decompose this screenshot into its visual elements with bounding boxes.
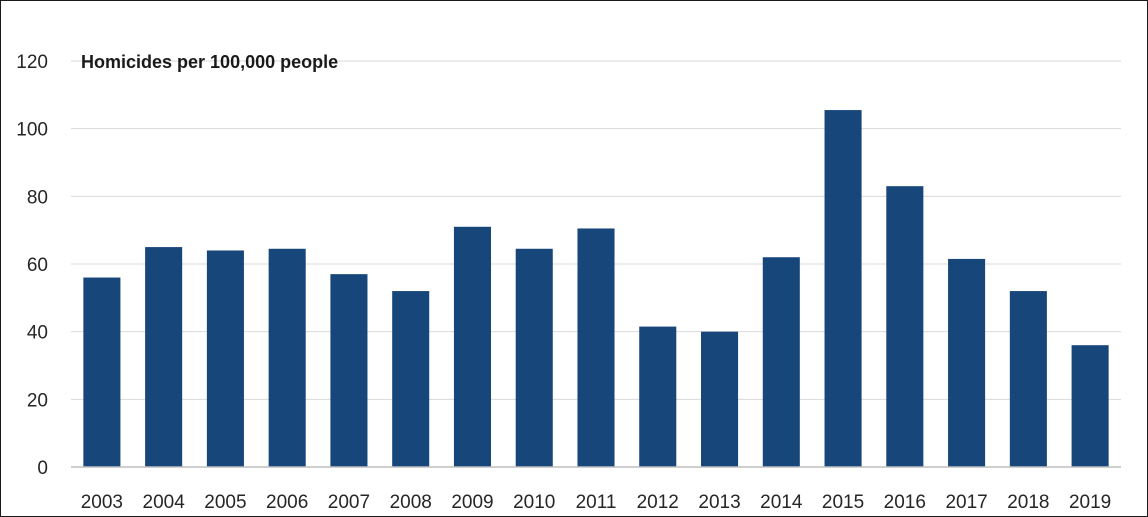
bar-2004: [145, 247, 183, 467]
x-tick-label: 2014: [760, 492, 803, 513]
chart-title: Homicides per 100,000 people: [81, 52, 338, 72]
bar-2011: [577, 228, 615, 467]
bar-2015: [824, 110, 862, 467]
x-tick-label: 2018: [1007, 492, 1049, 513]
x-tick-label: 2019: [1069, 492, 1111, 513]
bar-2005: [206, 250, 244, 467]
bar-2006: [268, 248, 306, 467]
bar-2018: [1009, 291, 1047, 467]
x-tick-label: 2006: [266, 492, 308, 513]
bar-2013: [701, 331, 739, 467]
y-tick-label: 20: [27, 390, 48, 411]
x-tick-label: 2004: [143, 492, 186, 513]
x-tick-label: 2011: [576, 492, 617, 513]
y-tick-label: 40: [27, 323, 48, 344]
y-tick-label: 0: [37, 458, 48, 479]
x-tick-label: 2007: [328, 492, 370, 513]
x-tick-label: 2008: [390, 492, 432, 513]
x-tick-label: 2013: [698, 492, 740, 513]
y-tick-label: 80: [27, 187, 48, 208]
x-tick-label: 2003: [81, 492, 123, 513]
bar-2008: [392, 291, 430, 467]
bar-2010: [515, 248, 553, 467]
axes: 0 20 40 60 80 100 120 2003 2004 2005 2006 2007 2008 2…: [16, 52, 1121, 513]
bars: [83, 110, 1109, 467]
y-tick-label: 60: [27, 255, 48, 276]
x-tick-label: 2005: [204, 492, 246, 513]
bar-2007: [330, 274, 368, 467]
bar-2014: [762, 257, 800, 467]
y-tick-label: 120: [16, 52, 48, 73]
x-tick-label: 2010: [513, 492, 555, 513]
bar-2017: [948, 258, 986, 467]
y-tick-label: 100: [16, 120, 48, 141]
x-tick-label: 2017: [945, 492, 987, 513]
bar-2019: [1071, 345, 1109, 467]
x-tick-label: 2015: [822, 492, 864, 513]
bar-2009: [453, 226, 491, 467]
bar-2003: [83, 277, 121, 467]
bar-2016: [886, 186, 924, 467]
x-tick-label: 2012: [637, 492, 679, 513]
bar-2012: [639, 326, 677, 467]
x-tick-label: 2016: [884, 492, 926, 513]
x-tick-label: 2009: [451, 492, 493, 513]
